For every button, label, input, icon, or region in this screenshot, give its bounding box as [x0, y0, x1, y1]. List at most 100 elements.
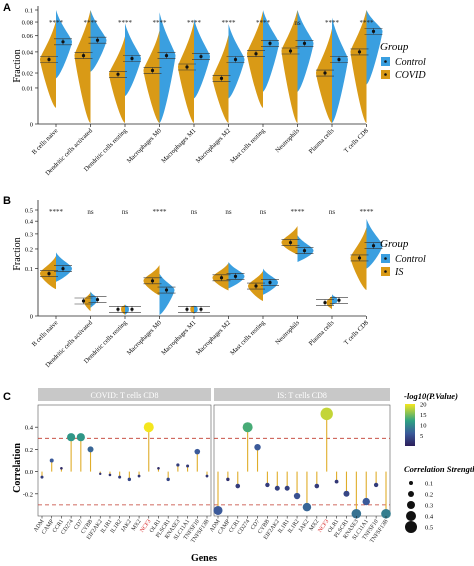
- mean-point: [254, 52, 258, 56]
- color-legend-tick: 10: [420, 423, 427, 430]
- y-tick-label: 0.4: [25, 219, 34, 226]
- y-tick-label: 0.04: [22, 49, 34, 56]
- gene-label: JAK2: [298, 519, 311, 534]
- mean-point: [288, 240, 293, 245]
- y-tick-label: 0.3: [25, 231, 33, 238]
- y-tick-label: 0.02: [22, 71, 33, 78]
- lollipop-point: [274, 485, 280, 491]
- mean-point: [288, 49, 293, 53]
- legend-b: Group Control IS: [380, 238, 426, 278]
- violin-half-disease: [350, 10, 367, 123]
- mean-point: [116, 307, 120, 311]
- lollipop-point: [99, 472, 102, 476]
- x-tick-label: Plasma cells: [308, 319, 336, 347]
- mean-point: [61, 266, 65, 271]
- y-ticks-a: 0 0.01 0.02 0.04 0.06 0.08 0.1: [22, 8, 38, 129]
- lollipop-point: [176, 463, 180, 467]
- significance-label: ns: [294, 19, 301, 27]
- x-tick-label: T cells CD8: [343, 319, 370, 346]
- size-legend-items-c: 0.1 0.2 0.3 0.4 0.5: [405, 481, 434, 533]
- violin-half-control: [159, 273, 175, 315]
- panel-label-b: B: [3, 195, 11, 207]
- legend-dot-control-a: [384, 60, 387, 63]
- color-legend-c: -log10(P.Value) 5 10 15 20: [404, 391, 458, 446]
- facet-strip-label: COVID: T cells CD8: [91, 391, 159, 400]
- lollipop-point: [60, 466, 63, 470]
- violin-half-control: [297, 235, 314, 262]
- facet-strip: [38, 388, 211, 401]
- size-legend-point: [405, 521, 417, 533]
- x-tick-label: Macrophages M1: [160, 319, 197, 356]
- mean-point: [254, 284, 258, 288]
- legend-dot-covid-a: [384, 73, 387, 76]
- mean-point: [199, 54, 203, 59]
- legend-dot-is-b: [384, 270, 387, 273]
- y-tick-label: 0.01: [22, 85, 33, 92]
- lollipop-point: [254, 443, 261, 451]
- lollipop-point: [213, 505, 223, 515]
- size-legend-title-c: Correlation Strength: [404, 464, 474, 474]
- color-legend-tick: 5: [420, 433, 423, 440]
- size-legend-label: 0.4: [425, 514, 434, 521]
- significance-label: ****: [360, 208, 375, 216]
- lollipop-point: [186, 464, 190, 468]
- y-tick-label: 0.08: [22, 20, 33, 27]
- y-tick-label: 0: [30, 314, 33, 321]
- significance-label: ****: [325, 19, 340, 27]
- y-tick-label: 0.06: [22, 33, 34, 40]
- size-legend-c: Correlation Strength 0.1 0.2 0.3 0.4 0.5: [404, 464, 474, 533]
- mean-point: [130, 307, 134, 311]
- panel-label-c: C: [3, 391, 11, 403]
- gene-label: MX2: [131, 519, 143, 533]
- size-legend-label: 0.2: [425, 492, 433, 499]
- lollipop-point: [205, 474, 209, 478]
- lollipop-point: [293, 492, 301, 500]
- x-tick-label: B cells naive: [31, 319, 60, 348]
- mean-point: [81, 54, 86, 58]
- x-tick-label: Neutrophils: [274, 127, 301, 154]
- x-tick-label: Macrophages M2: [195, 319, 232, 356]
- facet-frame: [213, 404, 391, 517]
- lollipop-point: [265, 482, 270, 488]
- lollipop-point: [108, 473, 112, 477]
- lollipop-point: [284, 485, 290, 491]
- violin-half-control: [56, 10, 72, 79]
- lollipop-point: [351, 508, 362, 519]
- significance-label: ns: [122, 208, 129, 216]
- significance-label: ****: [291, 208, 306, 216]
- facet-strip: [214, 388, 390, 401]
- y-tick-label: 0.2: [25, 246, 33, 253]
- size-legend-point: [407, 501, 415, 509]
- significance-label: ****: [256, 19, 271, 27]
- mean-point: [150, 68, 155, 73]
- mean-point: [233, 57, 238, 62]
- lollipop-point: [362, 497, 370, 506]
- violin-half-control: [194, 18, 210, 99]
- panel-c: Correlation Genes -0.2 0.0 0.2 0.4 COVID: T…: [12, 388, 474, 564]
- violin-half-control: [263, 10, 279, 92]
- violin-half-control: [228, 23, 245, 99]
- lollipop-point: [334, 479, 339, 484]
- size-legend-label: 0.1: [425, 481, 433, 488]
- gene-label: MX2: [309, 519, 321, 533]
- mean-point: [199, 307, 203, 311]
- facet-strip-label: IS: T cells CD8: [277, 391, 327, 400]
- violin-half-control: [90, 291, 98, 308]
- mean-point: [323, 71, 327, 75]
- y-ticks-c: -0.2 0.0 0.2 0.4: [23, 425, 38, 498]
- lollipop-point: [343, 490, 350, 497]
- mean-point: [95, 297, 100, 302]
- violin-half-disease: [190, 305, 194, 314]
- lollipop-point: [87, 446, 94, 453]
- violin-half-control: [56, 252, 72, 282]
- lollipop-point: [373, 482, 379, 488]
- mean-point: [164, 288, 169, 292]
- violin-half-disease: [40, 20, 56, 108]
- mean-point: [302, 41, 307, 45]
- mean-point: [337, 298, 341, 302]
- lollipop-point: [118, 475, 122, 479]
- significance-label: ns: [225, 208, 232, 216]
- legend-title-a: Group: [380, 41, 409, 53]
- mean-point: [219, 76, 224, 80]
